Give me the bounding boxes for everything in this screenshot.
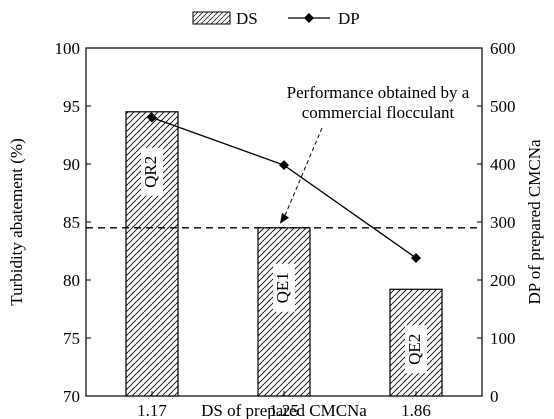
y-tick-label-80: 80 (63, 271, 80, 290)
y2-tick-label-100: 100 (490, 329, 516, 348)
dp-point-1.25 (279, 160, 289, 171)
bar-label-QR2: QR2 (141, 156, 160, 188)
bar-1.25 (257, 227, 311, 397)
y2-tick-label-500: 500 (490, 97, 516, 116)
y-tick-label-70: 70 (63, 387, 80, 406)
legend-ds-swatch (192, 11, 231, 25)
y-tick-label-85: 85 (63, 213, 80, 232)
x-axis-title: DS of prepared CMCNa (201, 401, 367, 419)
reference-annotation-line-2: commercial flocculant (302, 103, 455, 122)
y-tick-label-100: 100 (55, 39, 81, 58)
x-tick-label-1.25: 1.25 (269, 401, 299, 419)
dp-point-1.86 (411, 252, 421, 263)
legend-ds-label: DS (236, 9, 258, 28)
y2-tick-label-200: 200 (490, 271, 516, 290)
legend-item-ds: DS (192, 9, 258, 28)
legend-item-dp: DP (288, 9, 360, 28)
annotation-arrow-shaft (283, 127, 323, 218)
bar-label-QE1: QE1 (273, 272, 292, 303)
y-tick-label-95: 95 (63, 97, 80, 116)
axes: 70 75 80 85 90 95 100 0 100 200 300 400 500 600 1.17 1.… (55, 39, 516, 419)
reference-annotation-line-1: Performance obtained by a (287, 83, 470, 102)
bar-label-bg-QE1 (273, 263, 295, 312)
annotation-arrow-head (280, 212, 289, 224)
x-tick-label-1.17: 1.17 (137, 401, 167, 419)
y-axis-title: Turbidity abatement (%) (7, 138, 26, 305)
bar-label-bg-QE2 (405, 325, 427, 374)
bar-label-QE2: QE2 (405, 334, 424, 365)
x-tick-label-1.86: 1.86 (401, 401, 431, 419)
bar-label-bg-QR2 (141, 147, 163, 196)
y2-tick-label-300: 300 (490, 213, 516, 232)
legend-dp-marker (304, 13, 314, 23)
y-tick-label-75: 75 (63, 329, 80, 348)
y2-axis-title: DP of prepared CMCNa (525, 139, 544, 305)
y-tick-label-90: 90 (63, 155, 80, 174)
bars: QR2 QE1 QE2 (125, 111, 443, 397)
dp-series (147, 112, 421, 263)
y2-tick-label-0: 0 (490, 387, 499, 406)
y2-tick-label-400: 400 (490, 155, 516, 174)
y2-tick-label-600: 600 (490, 39, 516, 58)
legend-dp-label: DP (338, 9, 360, 28)
dp-point-1.17 (147, 112, 157, 123)
legend: DS DP (192, 9, 360, 28)
